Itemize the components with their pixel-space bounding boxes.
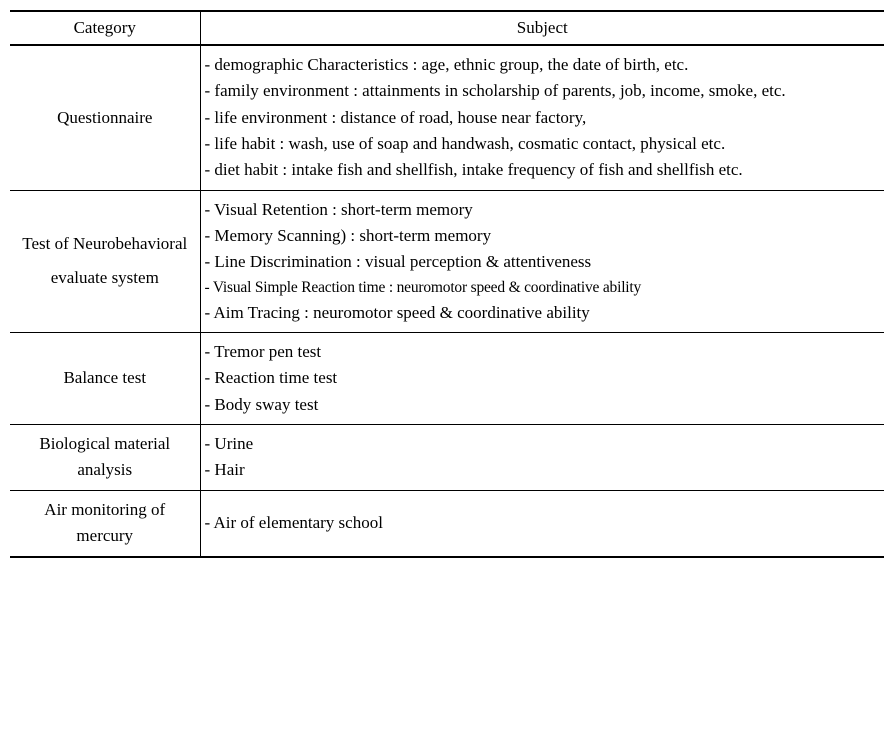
table-row: Balance test - Tremor pen test - Reactio… (10, 333, 884, 425)
list-item: - Body sway test (205, 392, 879, 418)
list-item: - demographic Characteristics : age, eth… (205, 52, 879, 78)
subject-cell: - Tremor pen test - Reaction time test -… (200, 333, 884, 425)
category-cell: Balance test (10, 333, 200, 425)
list-item: - Visual Simple Reaction time : neuromot… (205, 276, 879, 300)
subject-cell: - Urine - Hair (200, 425, 884, 491)
subject-cell: - Air of elementary school (200, 490, 884, 556)
header-category: Category (10, 11, 200, 45)
list-item: - Tremor pen test (205, 339, 879, 365)
table-row: Test of Neurobehavioral evaluate system … (10, 190, 884, 332)
category-cell: Test of Neurobehavioral evaluate system (10, 190, 200, 332)
list-item: - Visual Retention : short-term memory (205, 197, 879, 223)
table-row: Air monitoring of mercury - Air of eleme… (10, 490, 884, 556)
list-item: - Line Discrimination : visual perceptio… (205, 249, 879, 275)
list-item: - Urine (205, 431, 879, 457)
table-row: Biological material analysis - Urine - H… (10, 425, 884, 491)
header-subject: Subject (200, 11, 884, 45)
table-header-row: Category Subject (10, 11, 884, 45)
list-item: - Reaction time test (205, 365, 879, 391)
list-item: - Hair (205, 457, 879, 483)
list-item: - Memory Scanning) : short-term memory (205, 223, 879, 249)
category-cell: Air monitoring of mercury (10, 490, 200, 556)
category-cell: Biological material analysis (10, 425, 200, 491)
category-cell: Questionnaire (10, 45, 200, 190)
table-row: Questionnaire - demographic Characterist… (10, 45, 884, 190)
list-item: - life environment : distance of road, h… (205, 105, 879, 131)
list-item: - family environment : attainments in sc… (205, 78, 879, 104)
list-item: - life habit : wash, use of soap and han… (205, 131, 879, 157)
list-item: - Aim Tracing : neuromotor speed & coord… (205, 300, 879, 326)
list-item: - diet habit : intake fish and shellfish… (205, 157, 879, 183)
list-item: - Air of elementary school (205, 510, 879, 536)
subject-cell: - demographic Characteristics : age, eth… (200, 45, 884, 190)
study-components-table: Category Subject Questionnaire - demogra… (10, 10, 884, 558)
subject-cell: - Visual Retention : short-term memory -… (200, 190, 884, 332)
